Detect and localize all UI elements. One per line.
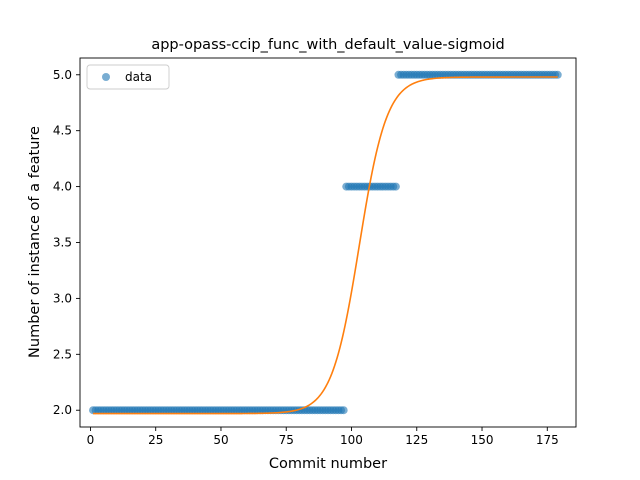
y-tick-label: 2.0: [53, 403, 72, 417]
legend-marker: [102, 73, 110, 81]
y-tick-label: 5.0: [53, 68, 72, 82]
legend-label: data: [125, 70, 152, 84]
y-tick-label: 2.5: [53, 347, 72, 361]
y-tick-label: 4.5: [53, 124, 72, 138]
y-tick-label: 3.5: [53, 236, 72, 250]
y-tick-label: 3.0: [53, 291, 72, 305]
y-tick-label: 4.0: [53, 180, 72, 194]
x-tick-label: 0: [87, 433, 95, 447]
plot-area: 0 25 50 75 100 125 150 175 2.0 2.5 3.0 3.5 4.0 4.5 5.0…: [53, 57, 577, 447]
x-tick-label: 75: [279, 433, 294, 447]
fit-line: [93, 76, 558, 415]
x-tick-label: 175: [536, 433, 559, 447]
x-axis-label: Commit number: [269, 456, 387, 472]
data-point: [391, 182, 400, 191]
x-tick-label: 150: [471, 433, 494, 447]
y-axis-label: Number of instance of a feature: [27, 126, 43, 358]
data-point: [339, 406, 348, 415]
x-tick-label: 125: [405, 433, 428, 447]
legend-box: [86, 64, 170, 90]
x-tick-label: 25: [148, 433, 163, 447]
chart-title: app-opass-ccip_func_with_default_value-s…: [151, 37, 504, 53]
x-tick-label: 50: [213, 433, 228, 447]
x-tick-label: 100: [340, 433, 363, 447]
